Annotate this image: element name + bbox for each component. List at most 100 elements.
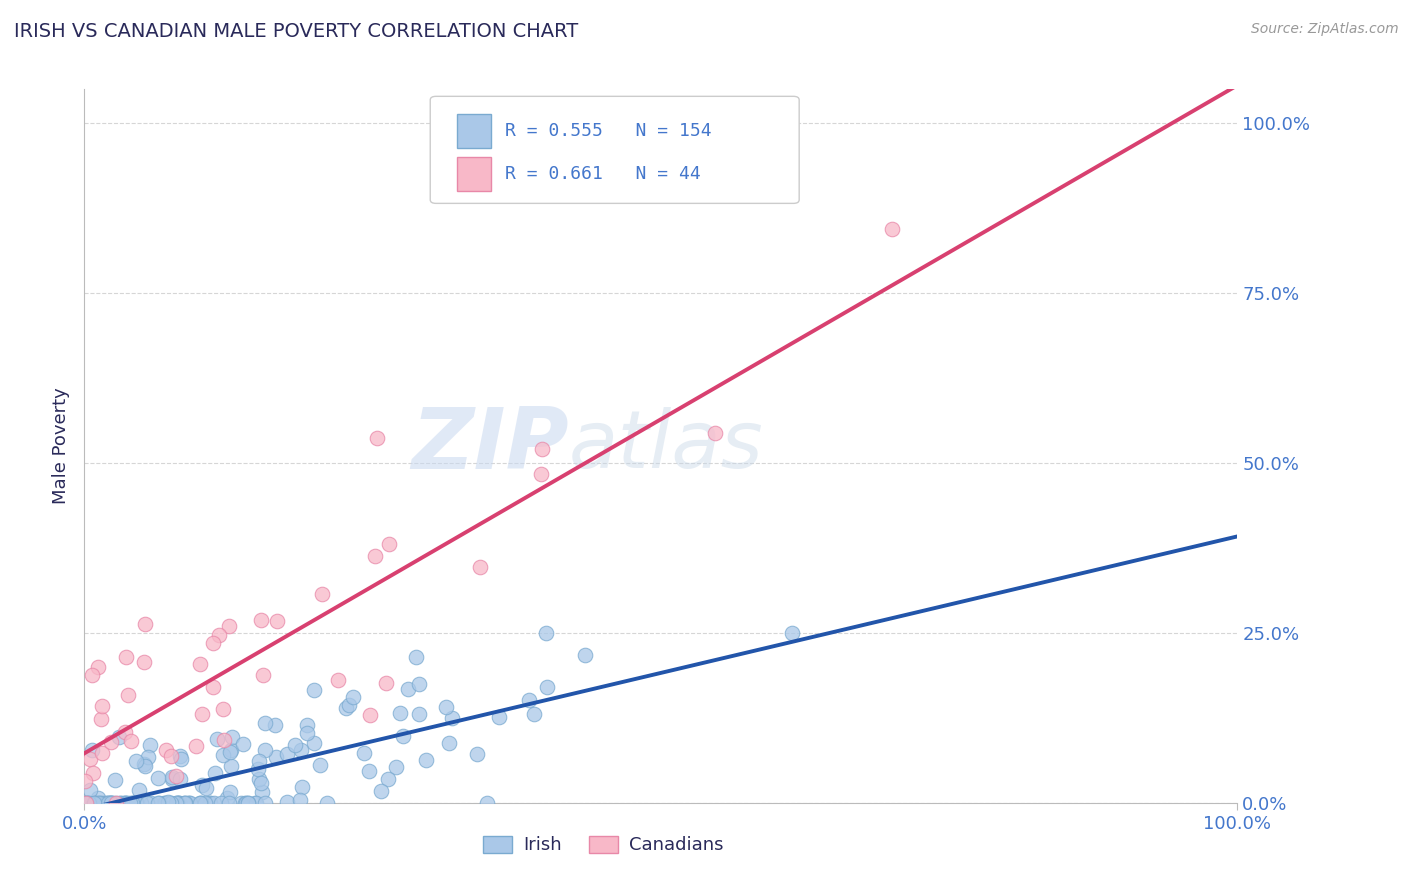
Point (297, 718, 319, 732)
Point (392, 729, 415, 743)
Point (335, 700, 357, 714)
Point (378, 537, 401, 551)
Point (219, 745, 242, 759)
Point (204, 766, 226, 780)
Point (219, 759, 242, 773)
Point (108, 796, 131, 810)
Point (136, 796, 159, 810)
Point (136, 749, 159, 764)
Point (517, 693, 540, 707)
Bar (457, 157, 491, 191)
Point (114, 649, 136, 664)
Point (160, 748, 183, 763)
Point (100, 796, 122, 810)
Point (194, 796, 217, 810)
Point (125, 754, 148, 768)
Point (159, 796, 181, 810)
Point (880, 222, 903, 236)
Point (245, 796, 267, 810)
Text: ZIP: ZIP (411, 404, 568, 488)
Point (253, 716, 276, 731)
Text: R = 0.661   N = 44: R = 0.661 N = 44 (505, 165, 702, 183)
Point (370, 784, 392, 798)
Point (179, 796, 201, 810)
Point (396, 681, 419, 696)
Point (101, 796, 124, 810)
Point (205, 731, 228, 746)
Point (115, 796, 138, 810)
Point (125, 796, 148, 810)
Point (79, 783, 101, 797)
Point (94, 796, 117, 810)
Point (252, 785, 274, 799)
Point (114, 796, 136, 810)
Text: IRISH VS CANADIAN MALE POVERTY CORRELATION CHART: IRISH VS CANADIAN MALE POVERTY CORRELATI… (14, 22, 578, 41)
Point (76, 796, 98, 810)
Point (212, 733, 235, 747)
Point (134, 655, 156, 669)
Point (179, 796, 201, 810)
Point (121, 796, 143, 810)
Point (114, 796, 136, 810)
Point (82, 765, 104, 780)
Point (315, 796, 337, 810)
Point (440, 711, 463, 725)
Point (530, 442, 553, 457)
Point (177, 796, 200, 810)
Text: Source: ZipAtlas.com: Source: ZipAtlas.com (1251, 22, 1399, 37)
Text: R = 0.555   N = 154: R = 0.555 N = 154 (505, 122, 711, 140)
Point (475, 796, 498, 810)
Point (167, 796, 190, 810)
Point (359, 708, 381, 723)
Point (250, 613, 273, 627)
Point (190, 796, 212, 810)
Point (530, 467, 553, 481)
Point (75, 796, 97, 810)
Point (221, 730, 243, 744)
Point (165, 796, 187, 810)
Point (108, 796, 131, 810)
Point (328, 673, 350, 687)
Point (389, 706, 412, 721)
Point (91, 698, 114, 713)
Point (139, 738, 162, 752)
Point (167, 796, 190, 810)
Point (250, 776, 273, 790)
Point (782, 625, 804, 640)
Point (233, 796, 256, 810)
Point (100, 735, 122, 749)
Point (191, 706, 214, 721)
Point (311, 587, 333, 601)
Point (75, 796, 97, 810)
Point (89, 796, 111, 810)
Point (80, 743, 103, 757)
Y-axis label: Male Poverty: Male Poverty (52, 388, 70, 504)
Point (488, 710, 510, 724)
Point (91, 796, 114, 810)
Point (276, 795, 298, 809)
Point (212, 747, 235, 762)
Point (309, 757, 332, 772)
Point (114, 725, 136, 739)
Point (238, 796, 260, 810)
Point (245, 796, 267, 810)
Point (218, 796, 240, 810)
Point (146, 796, 169, 810)
Point (155, 743, 177, 757)
Point (148, 796, 170, 810)
Point (212, 701, 235, 715)
Point (87, 660, 110, 674)
Point (363, 549, 385, 564)
Point (118, 796, 141, 810)
Point (165, 769, 187, 783)
Point (290, 743, 312, 757)
Point (198, 796, 221, 810)
Point (166, 796, 188, 810)
Point (103, 772, 125, 787)
Point (101, 796, 124, 810)
Point (254, 796, 277, 810)
Point (219, 743, 242, 757)
Point (215, 791, 238, 805)
Point (536, 680, 558, 694)
Point (264, 718, 287, 732)
